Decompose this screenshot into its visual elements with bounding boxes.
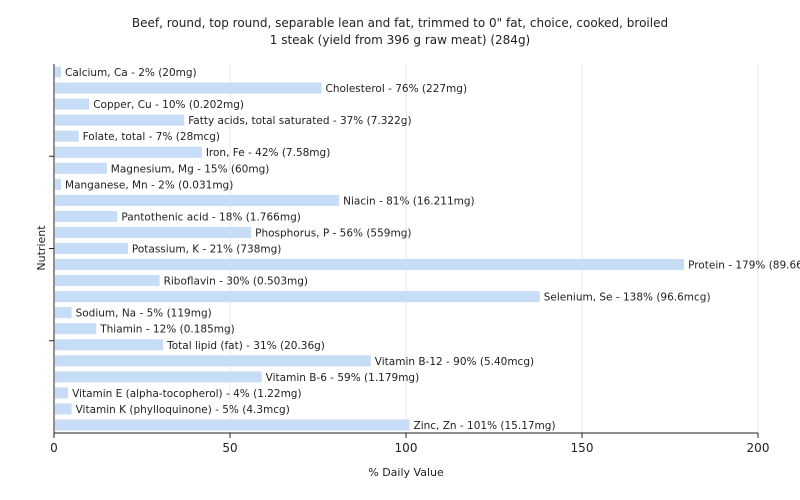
bar bbox=[55, 403, 72, 415]
bar bbox=[55, 243, 128, 254]
bar bbox=[55, 355, 371, 367]
bar-labels: Calcium, Ca - 2% (20mg) Cholesterol - 76%… bbox=[65, 67, 800, 432]
bar bbox=[55, 259, 685, 271]
bar bbox=[55, 291, 540, 303]
bar bbox=[55, 323, 97, 335]
bar-label: Sodium, Na - 5% (119mg) bbox=[76, 308, 212, 320]
bar bbox=[55, 146, 202, 158]
x-tick-label: 200 bbox=[747, 441, 770, 455]
bar-label: Calcium, Ca - 2% (20mg) bbox=[65, 67, 197, 79]
bar bbox=[55, 387, 69, 399]
bar bbox=[55, 66, 62, 78]
bar-label: Vitamin E (alpha-tocopherol) - 4% (1.22m… bbox=[72, 388, 302, 400]
bar-label: Copper, Cu - 10% (0.202mg) bbox=[93, 99, 244, 111]
bar bbox=[55, 226, 252, 238]
y-axis-label: Nutrient bbox=[35, 225, 48, 271]
bar bbox=[55, 130, 79, 142]
bar bbox=[55, 419, 410, 431]
bar-label: Protein - 179% (89.66g) bbox=[688, 260, 800, 272]
x-axis-label: % Daily Value bbox=[368, 466, 444, 479]
bar bbox=[55, 114, 185, 126]
bar bbox=[55, 210, 118, 222]
bar-label: Selenium, Se - 138% (96.6mcg) bbox=[544, 292, 711, 304]
x-tick-label: 100 bbox=[395, 441, 418, 455]
bar bbox=[55, 339, 164, 351]
bar bbox=[55, 98, 90, 110]
x-tick-label: 150 bbox=[571, 441, 594, 455]
bar bbox=[55, 371, 262, 383]
bar-label: Magnesium, Mg - 15% (60mg) bbox=[111, 163, 270, 175]
bar-label: Thiamin - 12% (0.185mg) bbox=[99, 324, 235, 336]
bar-label: Folate, total - 7% (28mcg) bbox=[83, 131, 220, 143]
bar-label: Pantothenic acid - 18% (1.766mg) bbox=[121, 211, 300, 223]
bar bbox=[55, 178, 62, 190]
bar-label: Niacin - 81% (16.211mg) bbox=[343, 195, 475, 207]
bar-label: Phosphorus, P - 56% (559mg) bbox=[255, 227, 411, 239]
bar-label: Vitamin K (phylloquinone) - 5% (4.3mcg) bbox=[76, 404, 290, 416]
bar-label: Total lipid (fat) - 31% (20.36g) bbox=[166, 340, 325, 352]
x-tick-label: 0 bbox=[50, 441, 58, 455]
x-tick-label: 50 bbox=[222, 441, 237, 455]
bars bbox=[55, 66, 685, 431]
bar-label: Potassium, K - 21% (738mg) bbox=[132, 244, 282, 256]
bar-label: Riboflavin - 30% (0.503mg) bbox=[164, 276, 308, 288]
bar bbox=[55, 82, 322, 94]
bar bbox=[55, 194, 340, 206]
bar-label: Iron, Fe - 42% (7.58mg) bbox=[206, 147, 330, 159]
bar-label: Manganese, Mn - 2% (0.031mg) bbox=[65, 179, 233, 191]
x-axis-ticks: 0 50 100 150 200 bbox=[50, 433, 769, 455]
bar-label: Cholesterol - 76% (227mg) bbox=[326, 83, 468, 95]
bar bbox=[55, 275, 160, 287]
bar bbox=[55, 307, 72, 319]
bar-label: Zinc, Zn - 101% (15.17mg) bbox=[414, 420, 556, 432]
bar-label: Fatty acids, total saturated - 37% (7.32… bbox=[188, 115, 411, 127]
bar-label: Vitamin B-12 - 90% (5.40mcg) bbox=[375, 356, 534, 368]
bar-label: Vitamin B-6 - 59% (1.179mg) bbox=[266, 372, 420, 384]
chart-subtitle: 1 steak (yield from 396 g raw meat) (284… bbox=[270, 33, 531, 47]
chart-title: Beef, round, top round, separable lean a… bbox=[132, 16, 668, 30]
bar bbox=[55, 162, 107, 174]
